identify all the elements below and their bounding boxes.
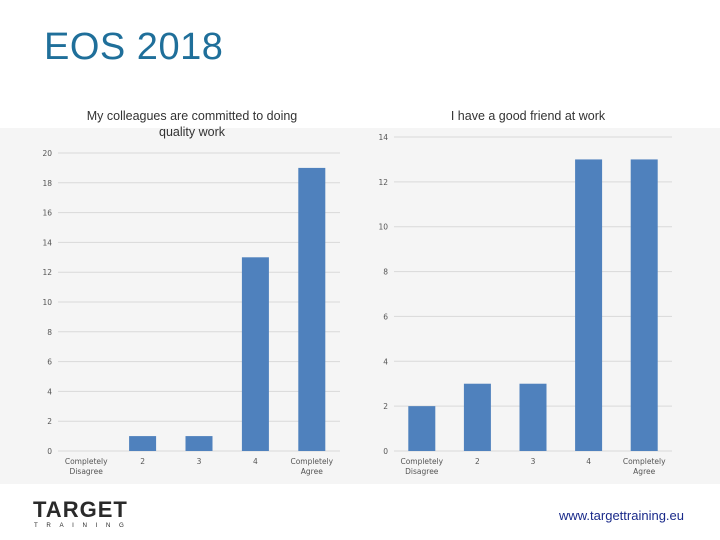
- chart-2-y-tick-label: 10: [378, 223, 388, 232]
- chart-2-category-label: 2: [475, 457, 480, 466]
- chart-1-y-tick-label: 6: [47, 358, 52, 367]
- website-link[interactable]: www.targettraining.eu: [558, 508, 684, 523]
- chart-2-category-label: 4: [586, 457, 591, 466]
- chart-1-y-tick-label: 18: [42, 179, 52, 188]
- chart-1-y-tick-label: 10: [42, 298, 52, 307]
- chart-1-category-label: Completely Disagree: [65, 457, 108, 476]
- chart-1-category-label: 4: [253, 457, 258, 466]
- chart-1-category-label: Completely Agree: [290, 457, 333, 476]
- logo-text: TARGET: [33, 497, 128, 522]
- chart-1-y-tick-label: 12: [42, 268, 52, 277]
- chart-2-bar: [630, 159, 658, 451]
- chart-1-y-tick-label: 2: [47, 417, 52, 426]
- chart-2-y-tick-label: 14: [378, 133, 388, 142]
- chart-2-y-tick-label: 4: [383, 357, 388, 366]
- chart-2-y-tick-label: 6: [383, 312, 388, 321]
- chart-1-bar: [185, 436, 213, 451]
- target-training-logo: TARGET TRAINING: [33, 497, 132, 529]
- chart-2-y-tick-label: 2: [383, 402, 388, 411]
- chart-1-y-tick-label: 0: [47, 447, 52, 456]
- chart-2-bar: [575, 159, 603, 451]
- chart-2-bar: [463, 383, 491, 451]
- chart-1-y-tick-label: 4: [47, 387, 52, 396]
- chart-1: 0 2 4 6 8 10 12 14 16 18 20 Completely Disagree 2 3 4 Co…: [42, 149, 340, 476]
- chart-2-category-label: 3: [531, 457, 536, 466]
- chart-1-y-tick-label: 14: [42, 238, 52, 247]
- chart-1-category-label: 3: [197, 457, 202, 466]
- chart-1-bar: [129, 436, 157, 451]
- chart-1-y-tick-label: 8: [47, 328, 52, 337]
- chart-2-category-label: Completely Agree: [623, 457, 666, 476]
- chart-2-bar: [519, 383, 547, 451]
- chart-1-title: My colleagues are committed to doing qua…: [86, 109, 298, 139]
- logo-subtext: TRAINING: [34, 522, 132, 529]
- chart-1-y-tick-label: 16: [42, 209, 52, 218]
- chart-2-bar: [408, 406, 436, 451]
- chart-2-y-tick-label: 8: [383, 268, 388, 277]
- chart-1-bar: [298, 167, 326, 451]
- slide-title: EOS 2018: [44, 26, 224, 68]
- chart-1-bar: [241, 257, 269, 451]
- chart-2-category-label: Completely Disagree: [400, 457, 443, 476]
- chart-2: 0 2 4 6 8 10 12 14 Completely Disagree 2 3 4 Complete…: [378, 133, 672, 476]
- chart-2-y-tick-label: 0: [383, 447, 388, 456]
- footer: [0, 484, 720, 540]
- chart-1-category-label: 2: [140, 457, 145, 466]
- chart-2-y-tick-label: 12: [378, 178, 388, 187]
- chart-2-title: I have a good friend at work: [450, 109, 606, 123]
- chart-1-y-tick-label: 20: [42, 149, 52, 158]
